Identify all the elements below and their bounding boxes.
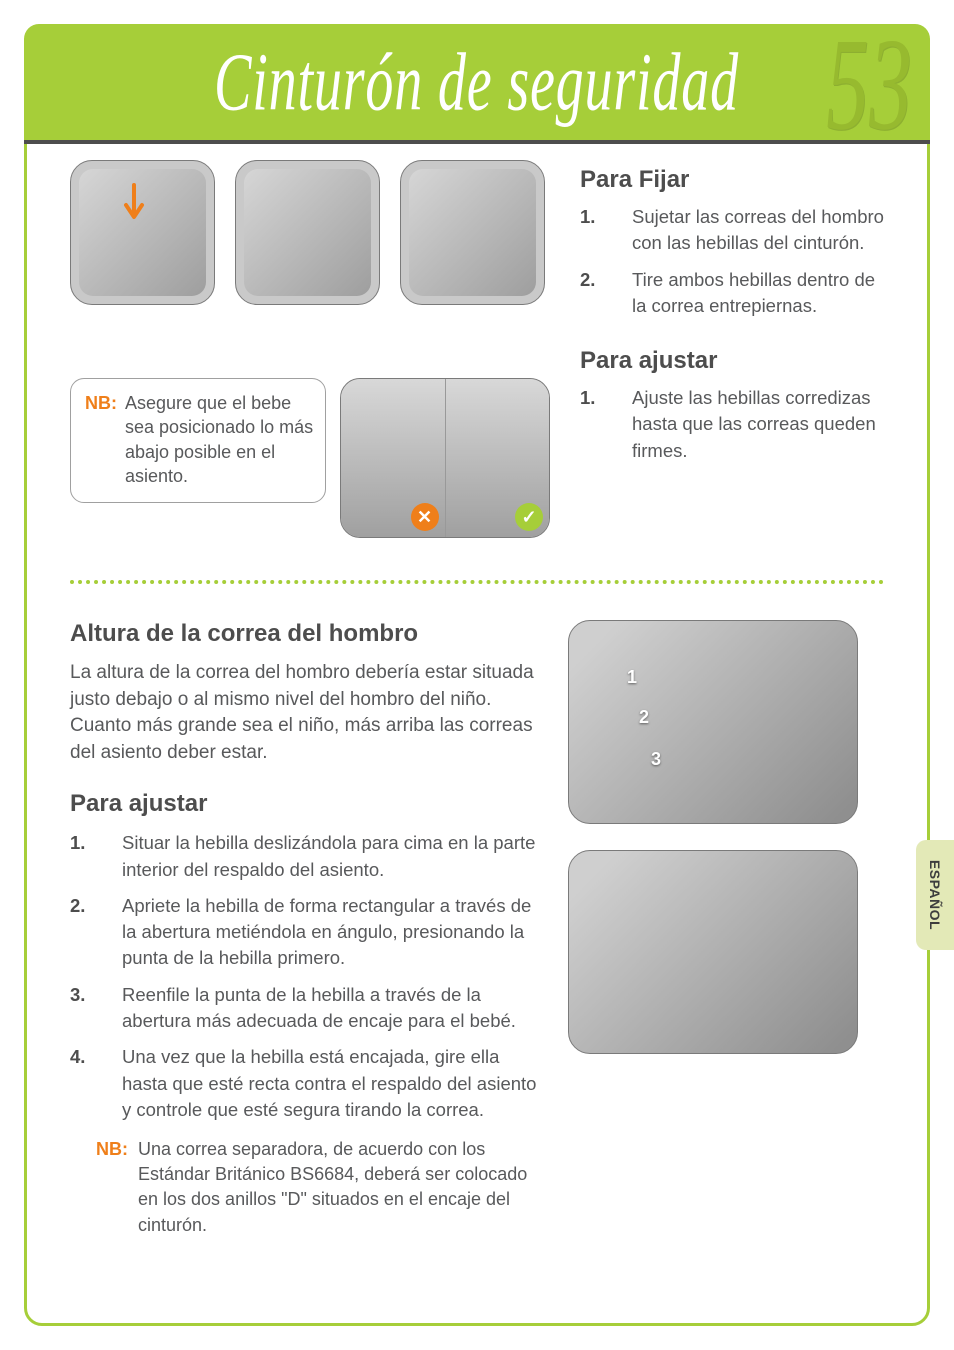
- header-band: Cinturón de seguridad 53: [24, 24, 930, 144]
- photo-slots: 1 2 3: [568, 620, 858, 824]
- dotted-divider: [70, 580, 884, 588]
- paragraph-altura: La altura de la correa del hombro deberí…: [70, 660, 540, 766]
- nb-text: Asegure que el bebe sea posicionado lo m…: [125, 391, 315, 488]
- nb-label: NB:: [85, 391, 117, 488]
- figure-right: ✓: [445, 379, 550, 537]
- language-tab: ESPAÑOL: [916, 840, 954, 950]
- right-column-top: Para Fijar 1.Sujetar las correas del hom…: [580, 166, 884, 474]
- nb-bottom: NB: Una correa separadora, de acuerdo co…: [96, 1137, 540, 1238]
- list-para-ajustar-bottom: 1.Situar la hebilla deslizándola para ci…: [70, 830, 540, 1123]
- list-para-fijar: 1.Sujetar las correas del hombro con las…: [580, 204, 884, 319]
- nb-card-top: NB: Asegure que el bebe sea posicionado …: [70, 378, 326, 503]
- photo-buckle: [568, 850, 858, 1054]
- figure-3: [400, 160, 545, 305]
- figure-comparison: ✕ ✓: [340, 378, 550, 538]
- nb-row: NB: Asegure que el bebe sea posicionado …: [70, 378, 550, 538]
- slot-label-2: 2: [639, 707, 649, 728]
- list-item: 1.Sujetar las correas del hombro con las…: [580, 204, 884, 257]
- heading-para-fijar: Para Fijar: [580, 166, 884, 194]
- heading-altura: Altura de la correa del hombro: [70, 620, 540, 648]
- lower-right-column: 1 2 3: [568, 620, 884, 1080]
- figure-2: [235, 160, 380, 305]
- heading-para-ajustar-bottom: Para ajustar: [70, 790, 540, 818]
- list-item: 2.Apriete la hebilla de forma rectangula…: [70, 893, 540, 972]
- list-item: 1.Situar la hebilla deslizándola para ci…: [70, 830, 540, 883]
- arrow-down-icon: [123, 183, 145, 225]
- page-number: 53: [826, 18, 912, 150]
- badge-right-icon: ✓: [515, 503, 543, 531]
- badge-wrong-icon: ✕: [411, 503, 439, 531]
- page-title: Cinturón de seguridad: [215, 34, 740, 129]
- nb-text: Una correa separadora, de acuerdo con lo…: [138, 1137, 540, 1238]
- list-item: 2.Tire ambos hebillas dentro de la corre…: [580, 267, 884, 320]
- list-para-ajustar-top: 1.Ajuste las hebillas corredizas hasta q…: [580, 385, 884, 464]
- lower-left-column: Altura de la correa del hombro La altura…: [70, 620, 540, 1238]
- list-item: 4.Una vez que la hebilla está encajada, …: [70, 1044, 540, 1123]
- slot-label-3: 3: [651, 749, 661, 770]
- content-area: NB: Asegure que el bebe sea posicionado …: [70, 160, 884, 1300]
- language-label: ESPAÑOL: [927, 860, 943, 930]
- figure-1: [70, 160, 215, 305]
- figure-wrong: ✕: [341, 379, 445, 537]
- nb-label: NB:: [96, 1137, 128, 1238]
- list-item: 3.Reenfile la punta de la hebilla a trav…: [70, 982, 540, 1035]
- slot-label-1: 1: [627, 667, 637, 688]
- list-item: 1.Ajuste las hebillas corredizas hasta q…: [580, 385, 884, 464]
- heading-para-ajustar-top: Para ajustar: [580, 347, 884, 375]
